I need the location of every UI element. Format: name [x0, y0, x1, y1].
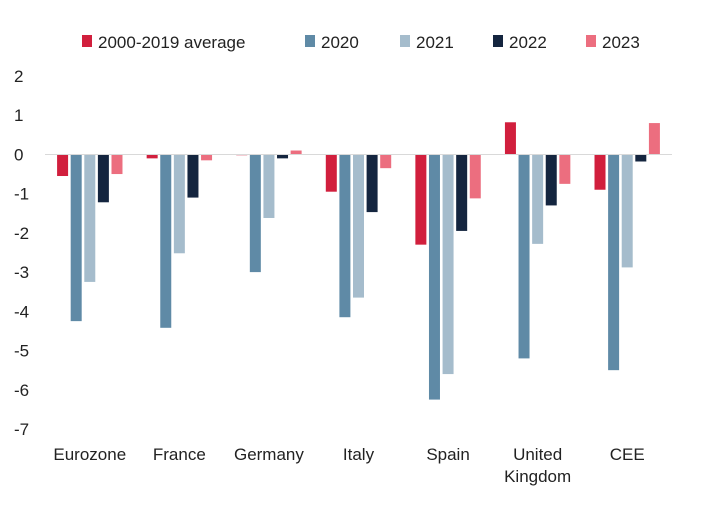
bar-2021-cee	[621, 154, 633, 268]
bar-2022-france	[187, 154, 199, 198]
y-tick-label: -6	[14, 381, 29, 400]
legend: 2000-2019 average 2020 2021 2022 2023	[82, 33, 640, 52]
bar-2000-2019-average-italy	[325, 154, 337, 192]
y-tick-label: -3	[14, 263, 29, 282]
bar-2020-spain	[428, 154, 440, 400]
bar-2020-germany	[249, 154, 261, 273]
legend-swatch	[82, 35, 92, 47]
bar-2023-spain	[469, 154, 481, 199]
legend-swatch	[586, 35, 596, 47]
legend-label: 2021	[416, 33, 454, 52]
x-category-label: France	[153, 445, 206, 464]
x-category-label: Spain	[426, 445, 469, 464]
bar-2021-germany	[263, 154, 275, 218]
x-category-label: Eurozone	[53, 445, 126, 464]
bar-2022-united-kingdom	[545, 154, 557, 206]
bar-2021-italy	[353, 154, 364, 298]
bar-2000-2019-average-eurozone	[57, 154, 69, 177]
bar-2000-2019-average-cee	[594, 154, 606, 190]
bar-2021-spain	[442, 154, 454, 375]
bar-2022-cee	[635, 154, 647, 162]
x-category-label: Germany	[234, 445, 304, 464]
legend-swatch	[305, 35, 315, 47]
y-tick-label: 1	[14, 106, 23, 125]
bar-2023-united-kingdom	[559, 154, 571, 184]
y-tick-label: -5	[14, 342, 29, 361]
bar-2022-spain	[456, 154, 468, 231]
bar-2000-2019-average-spain	[415, 154, 427, 245]
y-tick-label: 2	[14, 67, 23, 86]
x-category-label: CEE	[610, 445, 645, 464]
legend-swatch	[400, 35, 410, 47]
y-tick-label: -1	[14, 185, 29, 204]
bar-2021-united-kingdom	[532, 154, 544, 244]
legend-label: 2020	[321, 33, 359, 52]
bar-2023-france	[201, 154, 213, 161]
bar-2022-eurozone	[97, 154, 109, 203]
bar-2021-eurozone	[84, 154, 96, 282]
legend-label: 2022	[509, 33, 547, 52]
bar-2021-france	[173, 154, 185, 254]
y-tick-label: -4	[14, 302, 29, 321]
bar-2022-germany	[277, 154, 289, 159]
bar-2020-eurozone	[70, 154, 82, 322]
x-axis: Eurozone France Germany Italy Spain United Kin…	[53, 445, 644, 486]
bar-2023-cee	[648, 123, 660, 155]
bar-2023-eurozone	[111, 154, 123, 175]
y-axis: 2 1 0 -1 -2 -3 -4 -5 -6 -7	[14, 67, 29, 439]
bar-2022-italy	[366, 154, 378, 213]
x-category-label: Italy	[343, 445, 375, 464]
bar-2020-france	[160, 154, 172, 328]
x-category-label: United	[513, 445, 562, 464]
y-tick-label: -7	[14, 420, 29, 439]
y-tick-label: -2	[14, 224, 29, 243]
bar-2023-germany	[290, 150, 302, 155]
x-category-label: Kingdom	[504, 467, 571, 486]
bar-2020-united-kingdom	[518, 154, 530, 359]
legend-label: 2000-2019 average	[98, 33, 245, 52]
bar-2020-cee	[608, 154, 620, 371]
legend-label: 2023	[602, 33, 640, 52]
y-tick-label: 0	[14, 145, 23, 164]
bar-2020-italy	[339, 154, 351, 318]
bar-2000-2019-average-united-kingdom	[504, 122, 516, 155]
bar-2000-2019-average-france	[146, 154, 158, 159]
bar-2023-italy	[380, 154, 392, 169]
legend-swatch	[493, 35, 503, 47]
bars	[57, 122, 660, 400]
